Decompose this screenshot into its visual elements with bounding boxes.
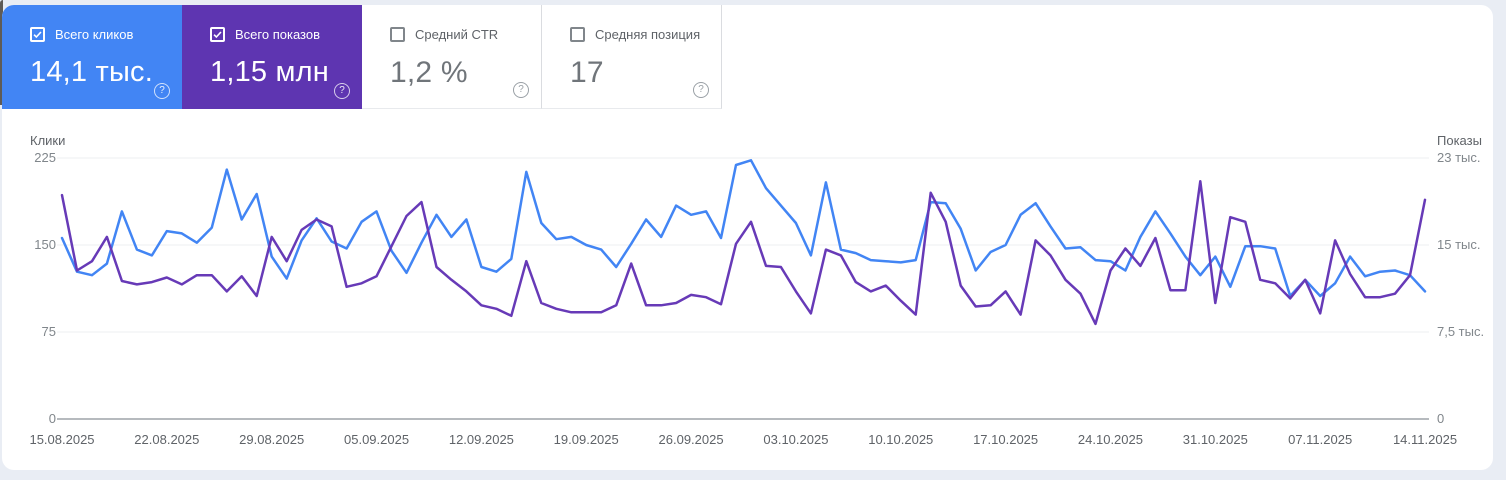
x-axis-date-label: 17.10.2025 [973,432,1039,447]
card-label: Средний CTR [415,27,499,42]
checkmark-icon [213,31,222,39]
card-average-position[interactable]: Средняя позиция 17 ? [542,5,722,109]
checkbox-average-ctr[interactable] [390,27,405,42]
x-axis-date-label: 29.08.2025 [239,432,305,447]
help-icon[interactable]: ? [513,82,529,98]
right-axis-title: Показы [1437,133,1482,148]
card-value: 1,15 млн [210,56,329,88]
y-axis-tick-label-left: 225 [34,150,56,165]
y-axis-tick-label-right: 15 тыс. [1437,237,1481,252]
card-label: Всего показов [235,27,320,42]
y-axis-tick-label-left: 150 [34,237,56,252]
impressions-line [60,179,1427,326]
x-axis-date-label: 14.11.2025 [1392,432,1458,447]
x-axis-date-label: 10.10.2025 [868,432,934,447]
y-axis-tick-label-right: 7,5 тыс. [1437,324,1485,339]
checkbox-average-position[interactable] [570,27,585,42]
card-value: 17 [570,56,604,89]
card-value: 14,1 тыс. [30,56,153,88]
card-average-ctr[interactable]: Средний CTR 1,2 % ? [362,5,542,109]
x-axis-date-label: 03.10.2025 [763,432,829,447]
y-axis-tick-label-left: 0 [48,411,56,426]
x-axis-date-label: 22.08.2025 [134,432,200,447]
x-axis-date-label: 12.09.2025 [448,432,514,447]
x-axis-date-label: 26.09.2025 [658,432,724,447]
card-value: 1,2 % [390,56,468,89]
x-axis-date-label: 07.11.2025 [1288,432,1353,447]
help-icon[interactable]: ? [693,82,709,98]
performance-panel: Всего кликов 14,1 тыс. ? Всего показов 1… [2,5,1493,470]
x-axis-date-label: 19.09.2025 [553,432,619,447]
card-total-impressions[interactable]: Всего показов 1,15 млн ? [182,5,362,109]
help-icon[interactable]: ? [334,83,350,99]
y-axis-tick-label-left: 75 [41,324,56,339]
left-axis-title: Клики [30,133,66,148]
y-axis-tick-label-right: 0 [1437,411,1445,426]
y-axis-tick-label-right: 23 тыс. [1437,150,1481,165]
clicks-line [60,159,1427,298]
x-axis-date-label: 31.10.2025 [1182,432,1248,447]
window-edge [0,0,3,105]
card-total-clicks[interactable]: Всего кликов 14,1 тыс. ? [2,5,182,109]
x-axis-date-label: 24.10.2025 [1077,432,1143,447]
card-label: Средняя позиция [595,27,701,42]
card-label: Всего кликов [55,27,134,42]
checkbox-total-impressions[interactable] [210,27,225,42]
performance-line-chart[interactable] [57,157,1429,420]
x-axis-date-label: 05.09.2025 [343,432,410,447]
checkbox-total-clicks[interactable] [30,27,45,42]
help-icon[interactable]: ? [154,83,170,99]
x-axis-date-label: 15.08.2025 [29,432,95,447]
checkmark-icon [33,31,42,39]
metric-cards-row: Всего кликов 14,1 тыс. ? Всего показов 1… [2,5,722,109]
